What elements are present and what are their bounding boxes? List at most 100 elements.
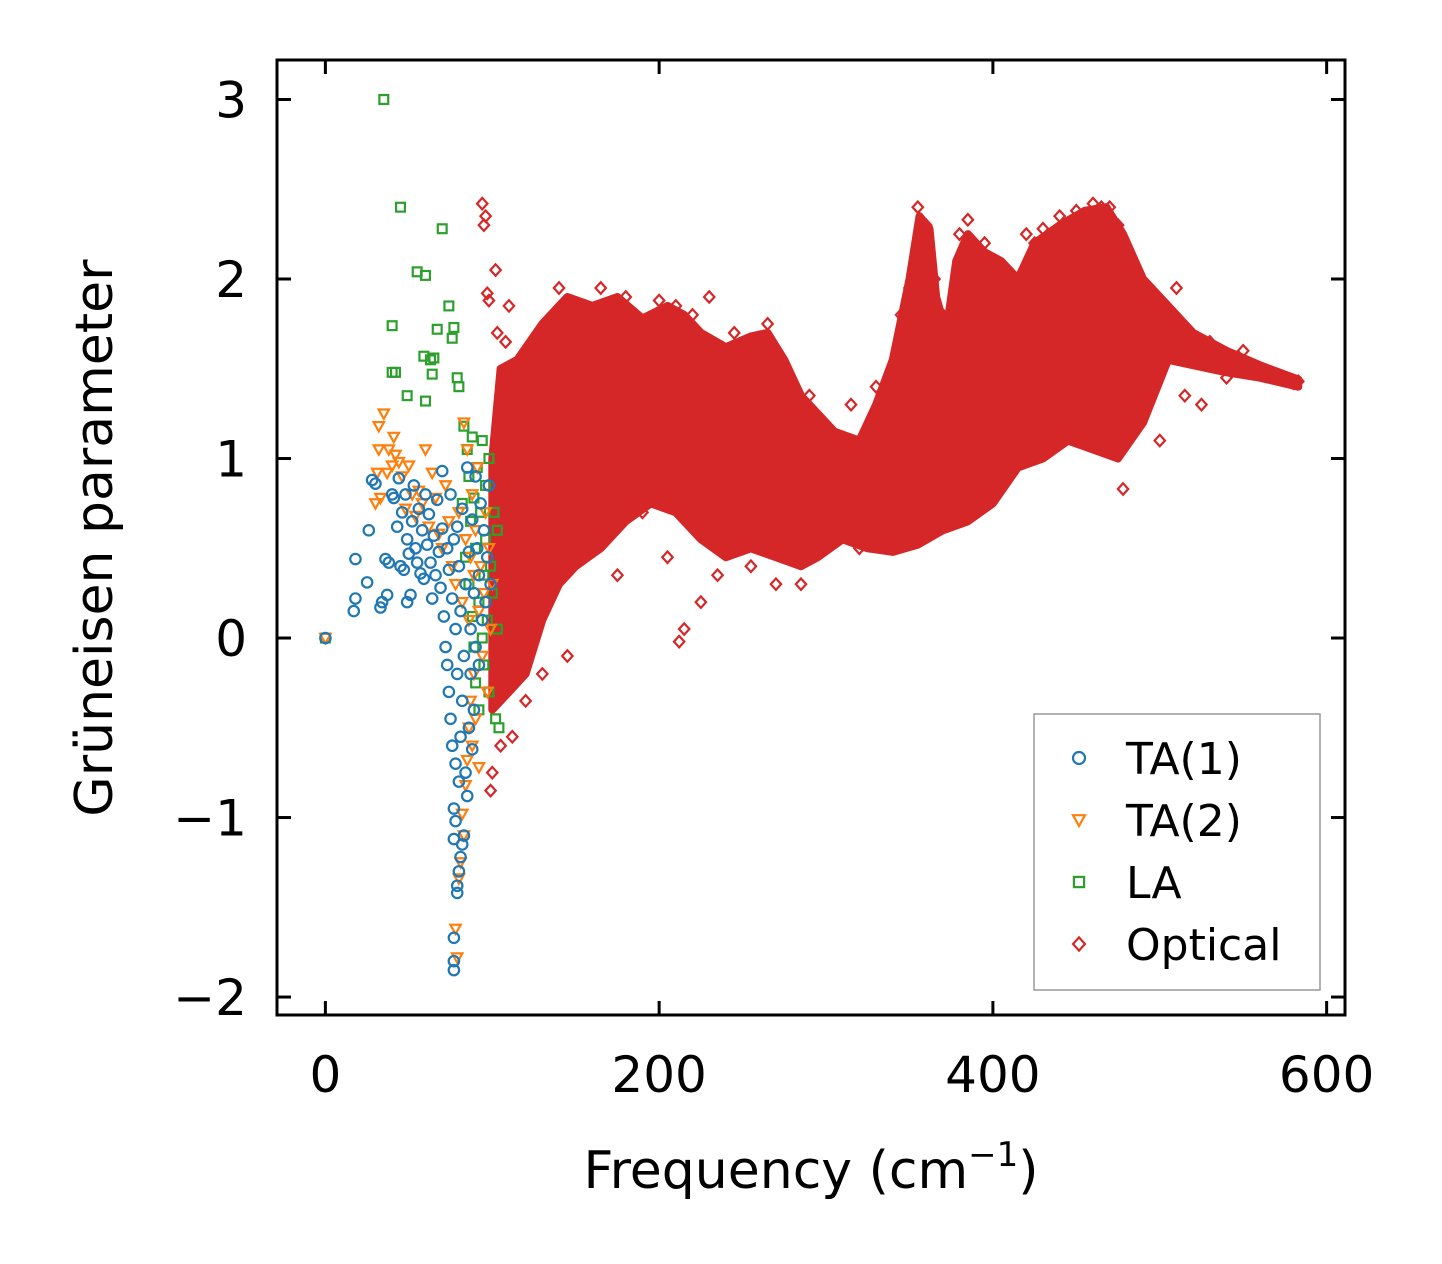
data-point xyxy=(460,461,474,474)
data-point xyxy=(480,686,495,700)
y-tick-label: −1 xyxy=(173,790,247,848)
data-point xyxy=(445,739,459,753)
data-point xyxy=(449,622,462,636)
data-point xyxy=(498,334,513,350)
data-point xyxy=(464,622,477,636)
optical-band-fill xyxy=(488,203,1303,714)
x-axis-label: Frequency (cm−1) xyxy=(583,1135,1038,1201)
data-point xyxy=(444,488,457,501)
data-point xyxy=(394,559,407,573)
data-point xyxy=(760,316,775,332)
data-point xyxy=(977,235,992,251)
data-point xyxy=(482,479,496,492)
data-point xyxy=(710,567,725,583)
data-point xyxy=(378,93,390,106)
data-point xyxy=(1002,433,1017,448)
data-point xyxy=(452,559,466,573)
data-point xyxy=(456,417,471,431)
data-point xyxy=(450,879,464,893)
data-point xyxy=(428,352,440,364)
data-point xyxy=(552,280,566,296)
data-point xyxy=(448,923,463,937)
data-point xyxy=(1169,280,1184,296)
data-point xyxy=(457,649,471,663)
data-point xyxy=(407,479,421,492)
data-point xyxy=(474,497,487,510)
data-point xyxy=(469,640,482,654)
data-point xyxy=(505,729,519,745)
data-point xyxy=(410,556,424,569)
data-point xyxy=(373,492,388,506)
data-point xyxy=(455,838,469,851)
legend-marker xyxy=(1071,750,1087,766)
data-point xyxy=(451,372,463,384)
legend-label: TA(1) xyxy=(1125,734,1242,785)
data-point xyxy=(458,420,470,432)
data-point xyxy=(467,586,481,600)
data-point xyxy=(380,467,395,481)
data-point xyxy=(450,667,464,681)
data-point xyxy=(405,515,419,528)
data-point xyxy=(727,325,741,341)
data-point xyxy=(1253,361,1267,377)
data-point xyxy=(417,572,431,586)
data-point xyxy=(387,491,401,505)
data-point xyxy=(1069,203,1084,219)
y-axis-label: Grüneisen parameter xyxy=(65,259,125,817)
data-point xyxy=(444,712,457,726)
data-point xyxy=(398,503,413,517)
data-point xyxy=(404,588,417,602)
data-point xyxy=(400,532,414,546)
legend-item: LA xyxy=(1072,858,1182,909)
data-point xyxy=(465,743,479,756)
data-point xyxy=(368,498,383,511)
data-point xyxy=(369,477,382,490)
data-point xyxy=(475,196,489,211)
legend-item: Optical xyxy=(1071,920,1281,971)
y-tick-label: 1 xyxy=(215,431,247,489)
data-point xyxy=(459,766,472,779)
data-point xyxy=(371,420,386,434)
data-point xyxy=(471,762,486,775)
data-point xyxy=(1186,343,1200,359)
data-point xyxy=(927,271,942,287)
data-point xyxy=(424,556,437,569)
data-point xyxy=(465,513,479,526)
data-point xyxy=(370,467,385,481)
data-point xyxy=(1052,208,1067,224)
data-point xyxy=(886,522,900,538)
data-point xyxy=(484,577,497,591)
data-point xyxy=(1027,235,1042,251)
data-point xyxy=(577,298,591,314)
y-tick-label: 3 xyxy=(215,71,247,129)
data-point xyxy=(465,489,480,502)
data-point xyxy=(455,596,470,610)
data-point xyxy=(1286,375,1300,391)
data-point xyxy=(475,650,490,664)
series-ta-1 xyxy=(319,461,497,977)
legend-label: Optical xyxy=(1126,920,1281,971)
data-point xyxy=(401,390,413,402)
data-point xyxy=(390,520,404,534)
data-point xyxy=(479,595,492,609)
data-point xyxy=(470,541,484,555)
data-point xyxy=(449,814,462,828)
legend-marker xyxy=(1072,875,1086,889)
data-point xyxy=(452,865,466,878)
data-point xyxy=(447,954,461,968)
data-point xyxy=(440,658,454,672)
x-tick-label: 200 xyxy=(611,1046,706,1104)
series-optical xyxy=(475,196,1305,798)
data-point xyxy=(425,592,439,605)
data-point xyxy=(451,873,466,887)
data-point xyxy=(362,524,376,537)
data-point xyxy=(462,721,476,735)
data-point xyxy=(419,488,432,501)
data-point xyxy=(1128,262,1142,278)
data-point xyxy=(464,667,477,681)
data-point xyxy=(470,462,485,475)
data-point xyxy=(1178,388,1192,404)
legend-marker xyxy=(1071,935,1087,953)
data-point xyxy=(1269,370,1284,386)
